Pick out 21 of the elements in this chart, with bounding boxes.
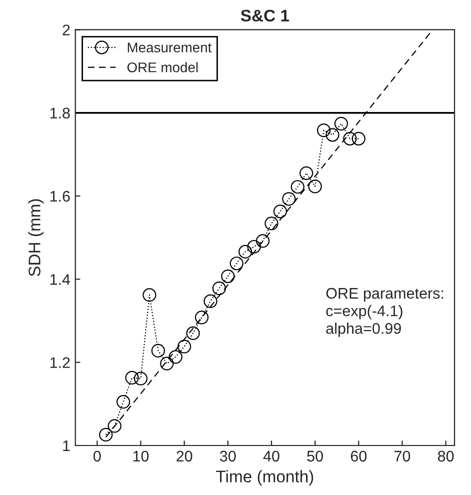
legend-label: Measurement	[128, 42, 212, 52]
y-tick-label: 1.4	[50, 274, 70, 285]
x-axis-title: Time (month)	[216, 470, 314, 486]
annotation: ORE parameters: c=exp(-4.1) alpha=0.99	[326, 288, 444, 337]
x-tick-label: 0	[94, 450, 101, 462]
y-tick-label: 1.6	[50, 190, 70, 202]
y-tick-label: 1	[63, 440, 70, 452]
x-tick-label: 50	[307, 450, 323, 462]
legend-label: ORE model	[127, 62, 198, 72]
chart-title: S&C 1	[240, 10, 290, 22]
x-tick-label: 80	[438, 450, 454, 462]
x-tick-label: 40	[263, 450, 280, 462]
y-tick-label: 1.2	[50, 357, 70, 368]
x-tick-label: 30	[220, 450, 236, 462]
x-tick-label: 20	[176, 450, 192, 462]
x-tick-label: 10	[133, 450, 149, 462]
x-tick-label: 70	[394, 450, 410, 462]
y-tick-label: 1.8	[50, 108, 70, 119]
x-tick-label: 60	[350, 450, 367, 462]
y-tick-label: 2	[62, 24, 70, 36]
y-axis-title: SDH (mm)	[28, 199, 44, 276]
